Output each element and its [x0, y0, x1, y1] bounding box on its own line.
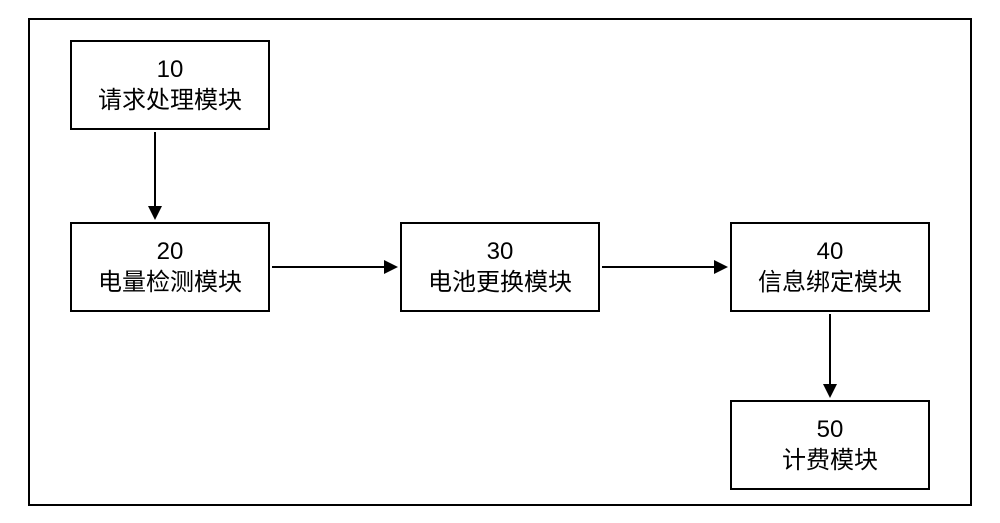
node-label: 电池更换模块 — [428, 267, 572, 298]
arrow-head-icon — [384, 260, 398, 274]
node-number: 10 — [157, 54, 184, 85]
node-number: 30 — [487, 236, 514, 267]
node-number: 20 — [157, 236, 184, 267]
node-label: 信息绑定模块 — [758, 267, 902, 298]
node-power-detection: 20 电量检测模块 — [70, 222, 270, 312]
node-number: 50 — [817, 414, 844, 445]
edge-10-20 — [154, 132, 156, 208]
node-battery-replace: 30 电池更换模块 — [400, 222, 600, 312]
node-label: 电量检测模块 — [98, 267, 242, 298]
arrow-head-icon — [714, 260, 728, 274]
edge-40-50 — [829, 314, 831, 386]
edge-20-30 — [272, 266, 386, 268]
arrow-head-icon — [823, 384, 837, 398]
node-info-binding: 40 信息绑定模块 — [730, 222, 930, 312]
node-number: 40 — [817, 236, 844, 267]
edge-30-40 — [602, 266, 716, 268]
node-label: 请求处理模块 — [98, 85, 242, 116]
node-request-processing: 10 请求处理模块 — [70, 40, 270, 130]
arrow-head-icon — [148, 206, 162, 220]
node-label: 计费模块 — [782, 445, 878, 476]
node-billing: 50 计费模块 — [730, 400, 930, 490]
